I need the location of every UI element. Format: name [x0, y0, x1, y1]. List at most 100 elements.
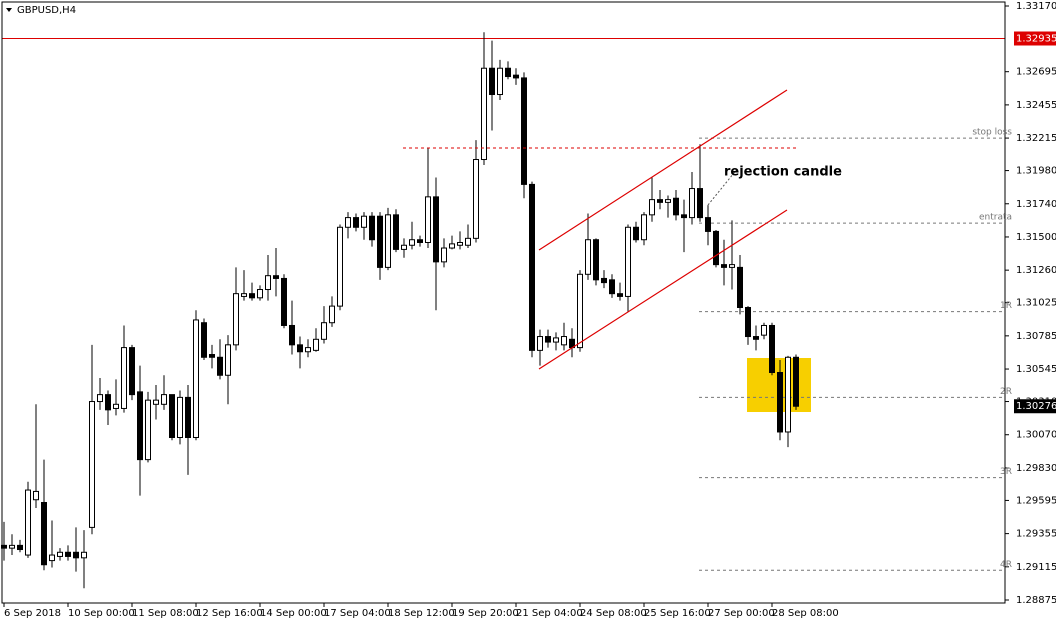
candle-body	[425, 196, 431, 243]
y-tick-label: 1.31500	[1016, 232, 1056, 243]
candle-body	[305, 347, 311, 353]
candle-body	[625, 226, 631, 297]
menu-triangle	[6, 8, 12, 12]
candle-body	[313, 338, 319, 351]
candle-body	[249, 293, 255, 299]
x-tick-label: 11 Sep 08:00	[132, 608, 199, 619]
candle-body	[297, 344, 303, 353]
candle-body	[545, 336, 551, 343]
candle-body	[57, 551, 63, 557]
candle-body	[633, 226, 639, 241]
candle-body	[601, 277, 607, 284]
plot-area	[1, 32, 1005, 589]
candle-body	[9, 544, 15, 549]
candle-body	[129, 347, 135, 396]
y-tick-label: 1.33170	[1016, 1, 1056, 12]
candle-body	[289, 324, 295, 346]
level-label: stop loss	[972, 128, 1012, 138]
candle-body	[89, 401, 95, 528]
y-tick-label: 1.31025	[1016, 298, 1056, 309]
x-tick-label: 10 Sep 00:00	[68, 608, 135, 619]
candle-body	[665, 199, 671, 203]
candle-body	[433, 196, 439, 263]
candle-body	[673, 197, 679, 216]
y-tick-label: 1.29830	[1016, 463, 1056, 474]
candle-body	[449, 243, 455, 249]
y-tick-label: 1.32215	[1016, 133, 1056, 144]
candle-body	[73, 551, 79, 559]
candle-body	[241, 293, 247, 297]
candle-body	[745, 306, 751, 338]
candle-body	[561, 336, 567, 346]
level-label: 3R	[1000, 467, 1012, 477]
candle-body	[153, 399, 159, 405]
candle-body	[577, 273, 583, 349]
candle-body	[497, 67, 503, 96]
y-tick-label: 1.29595	[1016, 495, 1056, 506]
candle-body	[377, 215, 383, 268]
candle-body	[49, 554, 55, 562]
candle-body	[705, 217, 711, 232]
candle-body	[385, 214, 391, 268]
y-tick-label: 1.28875	[1016, 595, 1056, 606]
candle-body	[641, 214, 647, 241]
y-tick-label: 1.31740	[1016, 199, 1056, 210]
candle-body	[257, 289, 263, 299]
candle-body	[785, 356, 791, 433]
candle-body	[521, 77, 527, 185]
level-label: 4R	[1000, 560, 1012, 570]
channel-upper	[538, 89, 788, 251]
candle-body	[65, 551, 71, 557]
x-tick-label: 18 Sep 12:00	[388, 608, 455, 619]
candle-body	[217, 356, 223, 376]
candle-body	[233, 293, 239, 346]
candle-body	[593, 239, 599, 281]
x-tick-label: 12 Sep 16:00	[196, 608, 263, 619]
candle-body	[353, 217, 359, 228]
candle-body	[457, 241, 463, 246]
candle-body	[369, 215, 375, 241]
level-label: 2R	[1000, 387, 1012, 397]
level-label: 1R	[1000, 301, 1012, 311]
current-price-box	[1014, 399, 1056, 414]
candle-body	[201, 322, 207, 358]
candle-body	[137, 391, 143, 461]
candle-body	[553, 337, 559, 343]
channel-lower	[538, 209, 788, 370]
candle-body	[281, 277, 287, 326]
x-tick-label: 6 Sep 2018	[4, 608, 61, 619]
candle-body	[441, 247, 447, 263]
candle-body	[105, 394, 111, 411]
candle-body	[361, 215, 367, 228]
y-tick-label: 1.31260	[1016, 265, 1056, 276]
candle-body	[585, 239, 591, 275]
y-tick-label: 1.30785	[1016, 331, 1056, 342]
candle-body	[505, 67, 511, 78]
candle-body	[401, 244, 407, 250]
x-tick-label: 25 Sep 16:00	[644, 608, 711, 619]
candle-body	[273, 275, 279, 279]
candle-body	[209, 354, 215, 358]
y-tick-label: 1.30545	[1016, 364, 1056, 375]
candle-body	[473, 159, 479, 239]
candle-body	[793, 356, 799, 407]
candle-body	[649, 199, 655, 216]
price-label-box	[1014, 31, 1056, 46]
candle-body	[193, 319, 199, 438]
candle-body	[113, 403, 119, 409]
y-tick-label: 1.29115	[1016, 562, 1056, 573]
x-tick-label: 28 Sep 08:00	[772, 608, 839, 619]
candle-body	[185, 396, 191, 438]
candle-body	[329, 305, 335, 324]
candle-body	[529, 183, 535, 351]
candle-body	[145, 399, 151, 461]
candle-body	[337, 226, 343, 307]
candle-body	[489, 67, 495, 96]
y-tick-label: 1.32455	[1016, 100, 1056, 111]
candle-body	[17, 544, 23, 551]
candle-body	[321, 322, 327, 340]
candle-body	[393, 214, 399, 250]
candle-body	[41, 501, 47, 566]
level-label: entrata	[979, 213, 1012, 223]
